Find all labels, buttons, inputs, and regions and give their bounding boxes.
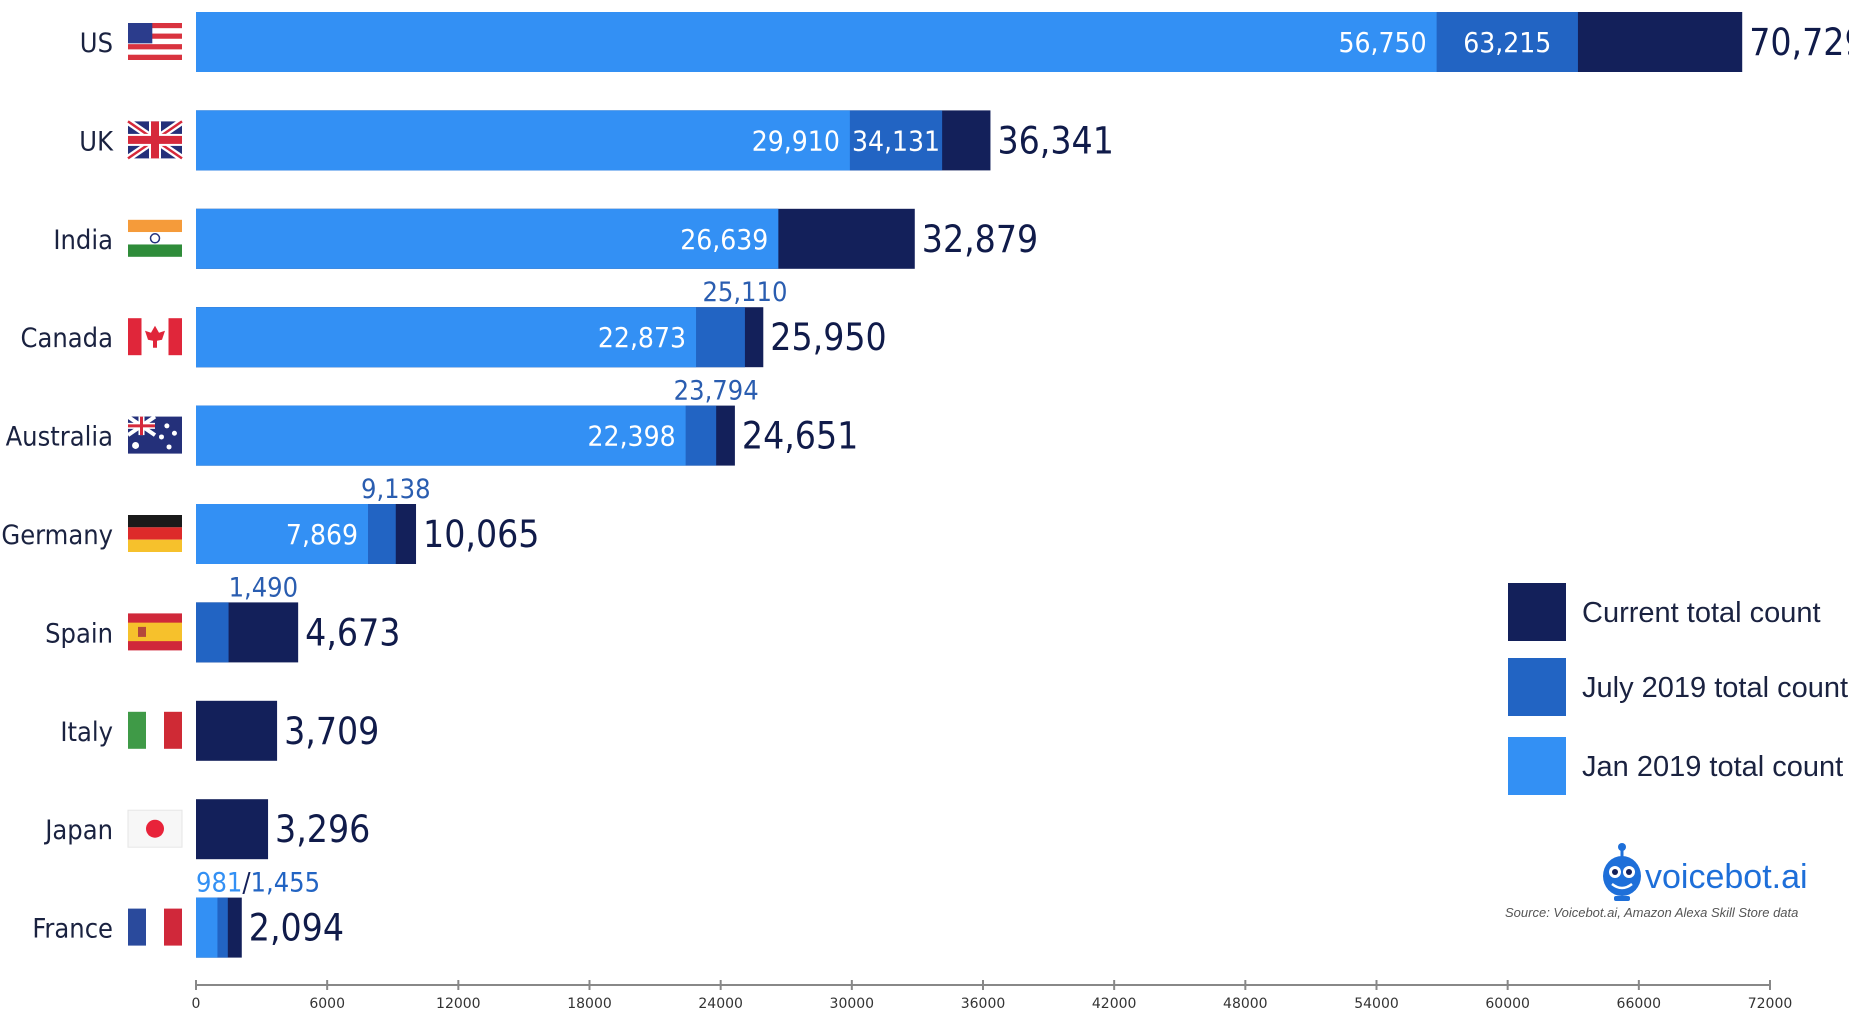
category-label-uk: UK <box>79 126 114 157</box>
x-tick-label: 48000 <box>1223 996 1268 1012</box>
legend-label-jan: Jan 2019 total count <box>1582 751 1843 783</box>
us-flag-icon <box>128 23 182 60</box>
value-jan-july-france: 981/1,455 <box>196 868 320 899</box>
bar-july-spain <box>196 602 229 663</box>
value-current-canada: 25,950 <box>770 316 886 359</box>
value-current-france: 2,094 <box>249 907 344 950</box>
value-july-uk: 34,131 <box>852 124 940 157</box>
bar-jan-india <box>196 208 779 269</box>
value-jan-germany: 7,869 <box>286 518 358 551</box>
legend-swatch-jan <box>1508 737 1566 795</box>
voicebot-logo: voicebot.ai Source: Voicebot.ai, Amazon … <box>1505 843 1808 920</box>
australia-flag-icon <box>126 414 182 454</box>
x-tick-label: 30000 <box>830 996 875 1012</box>
bar-jan-germany <box>196 504 369 564</box>
value-july-germany: 9,138 <box>361 474 431 505</box>
india-flag-icon <box>128 219 182 257</box>
italy-flag-icon <box>128 711 182 749</box>
x-tick-label: 42000 <box>1092 996 1137 1012</box>
bar-current-japan <box>196 799 269 860</box>
value-current-germany: 10,065 <box>423 513 539 556</box>
x-tick-label: 12000 <box>436 996 481 1012</box>
bar-jan-us <box>196 12 1437 72</box>
value-current-japan: 3,296 <box>275 808 370 851</box>
category-label-spain: Spain <box>45 618 113 649</box>
bars-layer <box>196 12 1743 958</box>
value-july-spain: 1,490 <box>229 572 299 603</box>
bar-jan-canada <box>196 307 697 368</box>
x-tick-label: 60000 <box>1485 996 1530 1012</box>
logo-text: voicebot.ai <box>1645 858 1808 896</box>
labels-layer: US 70,729 56,750 63,215 UK 36,341 29,910 34,131… <box>1 21 1849 950</box>
flags-layer <box>126 23 184 946</box>
value-jan-us: 56,750 <box>1338 26 1426 59</box>
category-label-japan: Japan <box>43 815 113 846</box>
france-flag-icon <box>128 908 182 946</box>
x-tick-label: 36000 <box>961 996 1006 1012</box>
value-current-italy: 3,709 <box>284 710 379 753</box>
value-july-us: 63,215 <box>1463 26 1551 59</box>
value-current-australia: 24,651 <box>742 415 858 458</box>
value-current-us: 70,729 <box>1749 21 1849 64</box>
legend-swatch-july <box>1508 658 1566 716</box>
bar-jan-france <box>196 897 218 958</box>
x-tick-label: 0 <box>192 996 201 1012</box>
category-label-india: India <box>53 225 113 256</box>
legend-swatch-current <box>1508 583 1566 641</box>
legend-label-current: Current total count <box>1582 597 1821 629</box>
canada-flag-icon <box>128 318 182 356</box>
uk-flag-icon <box>126 118 184 162</box>
value-july-canada: 25,110 <box>702 277 787 308</box>
spain-flag-icon <box>128 613 182 651</box>
value-jan-australia: 22,398 <box>588 420 676 453</box>
bar-jan-australia <box>196 405 686 466</box>
bar-jan-uk <box>196 110 850 171</box>
category-label-us: US <box>80 28 113 59</box>
legend: Current total count July 2019 total coun… <box>1508 583 1848 795</box>
germany-flag-icon <box>128 515 182 552</box>
value-july-australia: 23,794 <box>674 376 759 407</box>
x-tick-label: 24000 <box>698 996 743 1012</box>
x-axis: 0 6000 12000 18000 24000 30000 36000 42000 48000… <box>192 980 1793 1012</box>
value-current-spain: 4,673 <box>305 611 400 654</box>
value-current-india: 32,879 <box>922 218 1038 261</box>
category-label-germany: Germany <box>1 520 113 551</box>
value-jan-india: 26,639 <box>680 223 768 256</box>
legend-label-july: July 2019 total count <box>1582 672 1848 704</box>
x-tick-label: 6000 <box>309 996 345 1012</box>
japan-flag-icon <box>127 809 183 848</box>
x-tick-label: 72000 <box>1748 996 1793 1012</box>
x-tick-label: 66000 <box>1617 996 1662 1012</box>
value-jan-canada: 22,873 <box>598 321 686 354</box>
category-label-australia: Australia <box>6 422 113 453</box>
x-tick-label: 18000 <box>567 996 612 1012</box>
x-tick-label: 54000 <box>1354 996 1399 1012</box>
category-label-canada: Canada <box>21 323 113 354</box>
robot-icon <box>1603 843 1641 901</box>
value-jan-uk: 29,910 <box>752 124 840 157</box>
source-note: Source: Voicebot.ai, Amazon Alexa Skill … <box>1505 905 1798 920</box>
category-label-italy: Italy <box>60 717 113 748</box>
category-label-france: France <box>32 914 113 945</box>
bar-current-italy <box>196 700 278 761</box>
value-current-uk: 36,341 <box>997 119 1113 162</box>
